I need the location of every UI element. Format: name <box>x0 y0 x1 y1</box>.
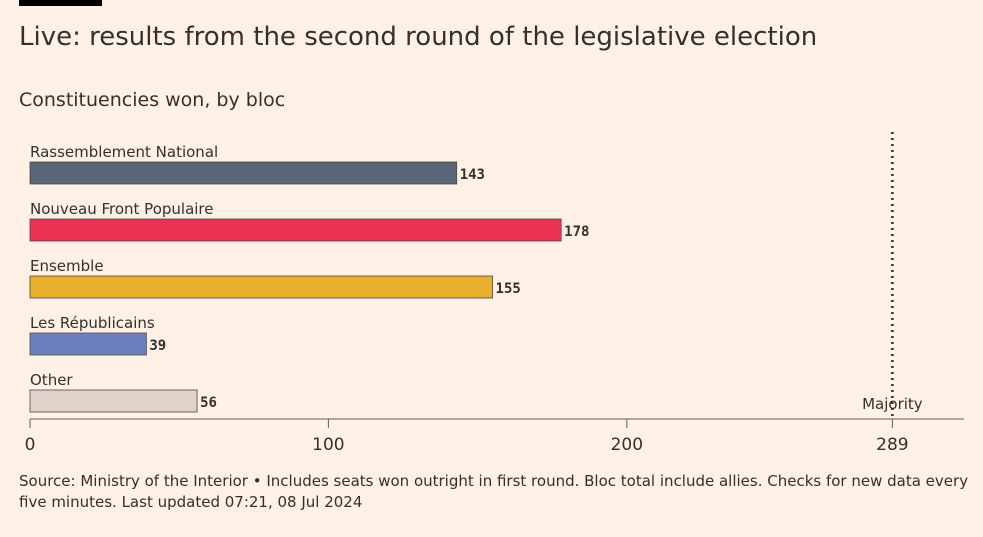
source-note: Source: Ministry of the Interior • Inclu… <box>19 472 969 511</box>
bar-other <box>29 389 198 413</box>
majority-label: Majority <box>862 395 923 413</box>
bar-ensemble <box>29 275 493 299</box>
value-label-les-republicains: 39 <box>149 338 166 354</box>
category-label-nouveau-front-populaire: Nouveau Front Populaire <box>30 200 214 218</box>
x-tick-label-100: 100 <box>312 435 344 455</box>
brand-bar <box>19 0 102 6</box>
bar-les-republicains <box>29 332 147 356</box>
value-label-nouveau-front-populaire: 178 <box>564 224 589 240</box>
bar-chart: Rassemblement National 143 Nouveau Front P… <box>25 132 964 455</box>
x-tick-label-200: 200 <box>611 435 643 455</box>
category-label-les-republicains: Les Républicains <box>30 314 155 332</box>
chart-subtitle: Constituencies won, by bloc <box>19 89 286 111</box>
category-label-rassemblement-national: Rassemblement National <box>30 143 218 161</box>
bar-rassemblement-national <box>29 161 458 185</box>
page-title: Live: results from the second round of t… <box>19 22 818 52</box>
category-label-other: Other <box>30 371 73 389</box>
x-tick-label-majority: 289 <box>876 435 908 455</box>
category-label-ensemble: Ensemble <box>30 257 104 275</box>
value-label-other: 56 <box>200 395 217 411</box>
value-label-ensemble: 155 <box>496 281 521 297</box>
value-label-rassemblement-national: 143 <box>460 167 485 183</box>
x-tick-label-0: 0 <box>25 435 36 455</box>
bar-nouveau-front-populaire <box>29 218 562 242</box>
